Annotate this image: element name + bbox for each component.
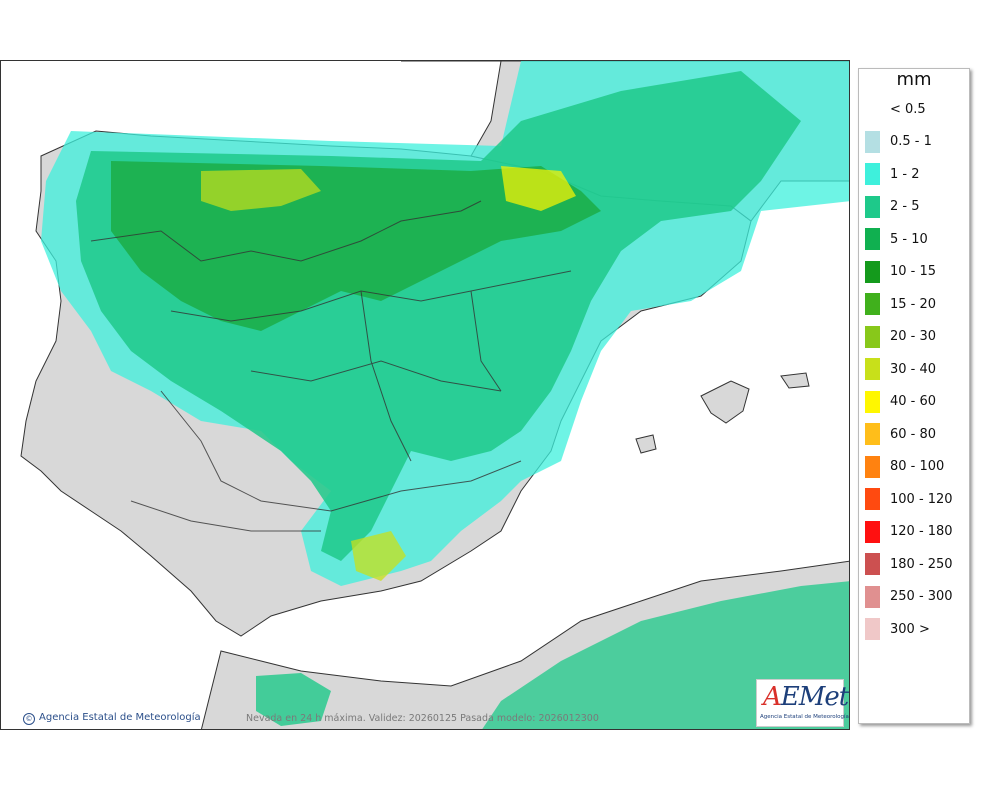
legend-swatch bbox=[865, 423, 880, 445]
legend-swatch bbox=[865, 228, 880, 250]
legend-label: 40 - 60 bbox=[890, 394, 937, 409]
logo-mark: AEMet bbox=[763, 682, 849, 712]
ibiza bbox=[635, 434, 657, 454]
legend-label: 2 - 5 bbox=[890, 199, 920, 214]
legend-label: 250 - 300 bbox=[890, 589, 953, 604]
mallorca bbox=[700, 380, 750, 424]
legend-swatch bbox=[865, 98, 880, 120]
legend-label: 20 - 30 bbox=[890, 329, 937, 344]
legend-label: 180 - 250 bbox=[890, 556, 953, 572]
legend-item: 30 - 40 bbox=[865, 358, 936, 380]
precip-core-pyrenees bbox=[501, 166, 576, 211]
precipitation-legend: mm < 0.5 0.5 - 1 1 - 2 2 - 5 5 - 10 10 - 15 15… bbox=[858, 68, 970, 724]
legend-swatch bbox=[865, 163, 880, 185]
legend-swatch bbox=[865, 520, 880, 543]
legend-swatch bbox=[865, 325, 880, 348]
legend-label: 0.5 - 1 bbox=[890, 134, 932, 149]
legend-swatch bbox=[865, 390, 880, 413]
legend-item: 60 - 80 bbox=[865, 423, 936, 445]
map-caption: Nevada en 24 h máxima. Validez: 20260125… bbox=[246, 713, 599, 724]
legend-label: 80 - 100 bbox=[890, 459, 945, 474]
legend-item: 40 - 60 bbox=[865, 390, 937, 413]
legend-item: 20 - 30 bbox=[865, 325, 937, 348]
legend-item: 1 - 2 bbox=[865, 163, 920, 185]
legend-unit: mm bbox=[896, 69, 932, 90]
precip-spot-africa bbox=[256, 673, 331, 726]
legend-label: < 0.5 bbox=[890, 101, 926, 117]
legend-label: 5 - 10 bbox=[890, 231, 928, 247]
copyright-icon: © bbox=[23, 713, 35, 725]
legend-item: 300 > bbox=[865, 618, 930, 640]
precip-core-south bbox=[351, 531, 406, 581]
logo-subtitle: Agencia Estatal de Meteorología bbox=[760, 714, 849, 720]
legend-swatch bbox=[865, 293, 880, 315]
menorca bbox=[780, 372, 810, 389]
legend-item: 250 - 300 bbox=[865, 585, 953, 608]
legend-item: 180 - 250 bbox=[865, 553, 953, 575]
legend-swatch bbox=[865, 358, 880, 380]
legend-item: 15 - 20 bbox=[865, 293, 936, 315]
agency-credit-text: Agencia Estatal de Meteorología bbox=[39, 712, 201, 723]
legend-item: 5 - 10 bbox=[865, 228, 928, 250]
precipitation-map: © Agencia Estatal de Meteorología Nevada … bbox=[0, 60, 850, 730]
legend-swatch bbox=[865, 585, 880, 608]
legend-swatch bbox=[865, 455, 880, 478]
map-canvas bbox=[1, 61, 849, 729]
legend-label: 1 - 2 bbox=[890, 166, 920, 182]
agency-credit: © Agencia Estatal de Meteorología bbox=[23, 712, 201, 725]
legend-label: 120 - 180 bbox=[890, 524, 953, 539]
legend-label: 15 - 20 bbox=[890, 296, 937, 312]
legend-swatch bbox=[865, 195, 880, 218]
legend-item: 2 - 5 bbox=[865, 195, 920, 218]
aemet-logo: AEMet Agencia Estatal de Meteorología bbox=[756, 679, 849, 727]
legend-label: 30 - 40 bbox=[890, 361, 937, 377]
region-borders bbox=[90, 200, 572, 532]
legend-label: 100 - 120 bbox=[890, 491, 953, 507]
legend-swatch bbox=[865, 260, 880, 283]
legend-item: 0.5 - 1 bbox=[865, 130, 932, 153]
legend-item: 80 - 100 bbox=[865, 455, 945, 478]
legend-item: < 0.5 bbox=[865, 98, 926, 120]
legend-swatch bbox=[865, 130, 880, 153]
legend-label: 10 - 15 bbox=[890, 264, 937, 279]
legend-item: 10 - 15 bbox=[865, 260, 937, 283]
legend-label: 60 - 80 bbox=[890, 426, 937, 442]
legend-swatch bbox=[865, 553, 880, 575]
legend-label: 300 > bbox=[890, 621, 930, 637]
legend-swatch bbox=[865, 488, 880, 510]
precip-core-north bbox=[201, 169, 321, 211]
legend-swatch bbox=[865, 618, 880, 640]
legend-item: 100 - 120 bbox=[865, 488, 953, 510]
legend-item: 120 - 180 bbox=[865, 520, 953, 543]
